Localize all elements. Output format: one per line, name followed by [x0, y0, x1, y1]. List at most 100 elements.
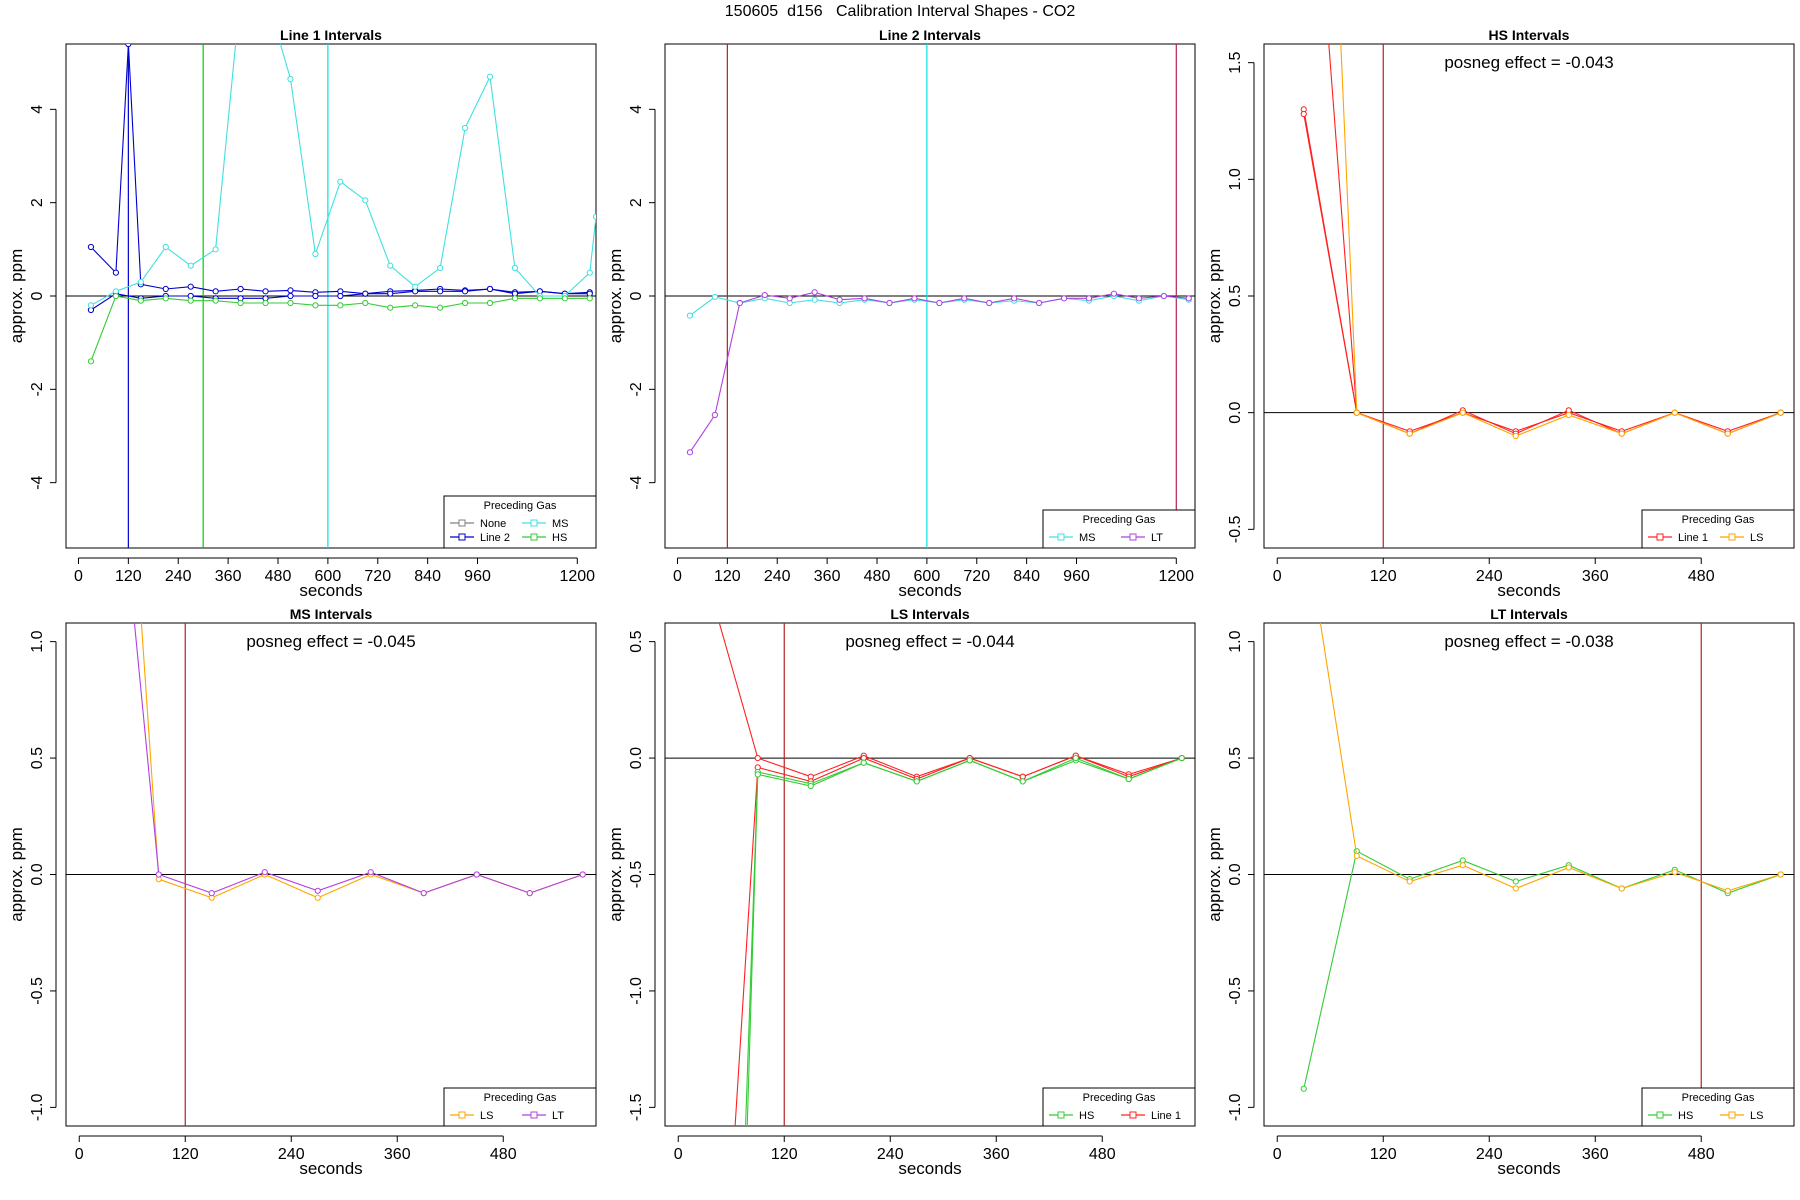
data-point	[754, 754, 761, 762]
plot-area	[665, 623, 1195, 1133]
series-line-2	[87, 44, 593, 297]
legend-swatch-marker	[1129, 533, 1137, 541]
data-point	[155, 871, 162, 878]
series-line	[734, 755, 1182, 1126]
data-point	[1036, 299, 1043, 307]
data-point	[754, 771, 761, 778]
data-point	[137, 297, 144, 304]
data-point	[461, 288, 469, 295]
data-point	[162, 285, 169, 293]
data-point	[1353, 409, 1360, 416]
data-point	[1512, 878, 1519, 885]
data-point	[312, 292, 319, 300]
legend-swatch-marker	[530, 1111, 538, 1119]
x-tick-label: 240	[1476, 568, 1503, 585]
panel-title: LT Intervals	[1490, 606, 1568, 622]
y-tick-label: -0.5	[1227, 977, 1244, 1005]
plot-area	[1264, 616, 1794, 1126]
x-tick-label: 240	[165, 568, 192, 585]
data-point	[87, 358, 95, 365]
data-point	[187, 297, 194, 304]
data-point	[1406, 430, 1413, 437]
data-point	[911, 295, 918, 302]
x-axis-label: seconds	[898, 1159, 961, 1178]
y-axis-label: approx. ppm	[7, 827, 26, 922]
data-point	[745, 1128, 750, 1133]
legend-entry-label: None	[480, 518, 506, 530]
posneg-annotation: posneg effect = -0.043	[1444, 53, 1613, 72]
y-tick-label: 1.0	[1227, 630, 1244, 652]
x-tick-label: 480	[864, 568, 891, 585]
legend-title: Preceding Gas	[1083, 1092, 1156, 1104]
data-point	[1459, 409, 1466, 416]
y-axis-label: approx. ppm	[606, 827, 625, 922]
x-axis-label: seconds	[299, 581, 362, 600]
data-point	[486, 73, 494, 80]
x-tick-label: 600	[914, 568, 941, 585]
legend-entry-label: LT	[1151, 532, 1163, 544]
x-axis-label: seconds	[1497, 1159, 1560, 1178]
data-point	[262, 299, 269, 307]
plot-area	[66, 44, 596, 548]
data-point	[387, 262, 394, 269]
y-axis: -4 -2 0 2 4	[29, 105, 57, 490]
data-point	[1724, 430, 1731, 437]
chart-panel-6: LT Intervals 0 120 240 360 480 seconds -1.0 -0.5…	[1205, 606, 1795, 1178]
legend-swatch-marker	[1656, 1111, 1664, 1119]
data-point	[212, 288, 219, 295]
legend-swatch-marker	[1728, 533, 1736, 541]
y-tick-label: 0.0	[1227, 863, 1244, 885]
data-point	[1671, 869, 1678, 876]
data-point	[961, 295, 968, 302]
data-point	[1336, 2, 1341, 7]
legend-box	[1042, 509, 1196, 549]
data-point	[1512, 885, 1519, 892]
legend: Preceding Gas HS Line 1	[1042, 1087, 1196, 1127]
y-tick-label: -1.0	[628, 977, 645, 1005]
series-line	[90, 44, 590, 295]
data-point	[1072, 754, 1079, 762]
legend: Preceding Gas HS LS	[1641, 1087, 1795, 1127]
data-point	[1724, 887, 1731, 894]
legend-box	[443, 1087, 597, 1127]
series-ls	[1336, 2, 1784, 440]
y-tick-label: 0.0	[1227, 401, 1244, 423]
y-tick-label: 4	[29, 105, 46, 114]
data-point	[1300, 1085, 1307, 1092]
data-point	[1618, 430, 1625, 437]
chart-panel-3: HS Intervals 0 120 240 360 480 seconds -0.5 0.0 0…	[1205, 2, 1795, 600]
x-tick-label: 120	[714, 568, 741, 585]
panel-title: LS Intervals	[890, 606, 970, 622]
y-tick-label: -4	[628, 475, 645, 489]
x-axis: 0 120 240 360 480	[1273, 557, 1715, 585]
data-point	[811, 289, 818, 296]
legend-swatch-marker	[1129, 1111, 1137, 1119]
x-axis-label: seconds	[299, 1159, 362, 1178]
data-point	[387, 304, 394, 311]
series-line	[1303, 109, 1781, 432]
x-axis: 0 120 240 360 480 600 720 840 960 1200	[673, 557, 1194, 585]
data-point	[362, 290, 369, 297]
data-point	[1353, 852, 1360, 859]
data-point	[736, 299, 743, 307]
series-hs	[743, 754, 1185, 1133]
data-point	[761, 291, 768, 299]
data-point	[437, 304, 444, 311]
data-point	[861, 295, 868, 302]
y-tick-label: -1.5	[628, 1093, 645, 1121]
data-point	[1317, 616, 1322, 621]
series-ls	[140, 623, 586, 901]
data-point	[1060, 295, 1068, 302]
y-axis: -0.5 0.0 0.5 1.0 1.5	[1227, 51, 1255, 543]
x-tick-label: 720	[963, 568, 990, 585]
data-point	[743, 1128, 748, 1133]
data-point	[337, 292, 344, 300]
legend-title: Preceding Gas	[484, 1092, 557, 1104]
data-point	[536, 295, 543, 302]
data-point	[187, 262, 194, 269]
data-point	[1135, 295, 1142, 302]
data-point	[212, 246, 219, 253]
series-line	[90, 44, 596, 306]
